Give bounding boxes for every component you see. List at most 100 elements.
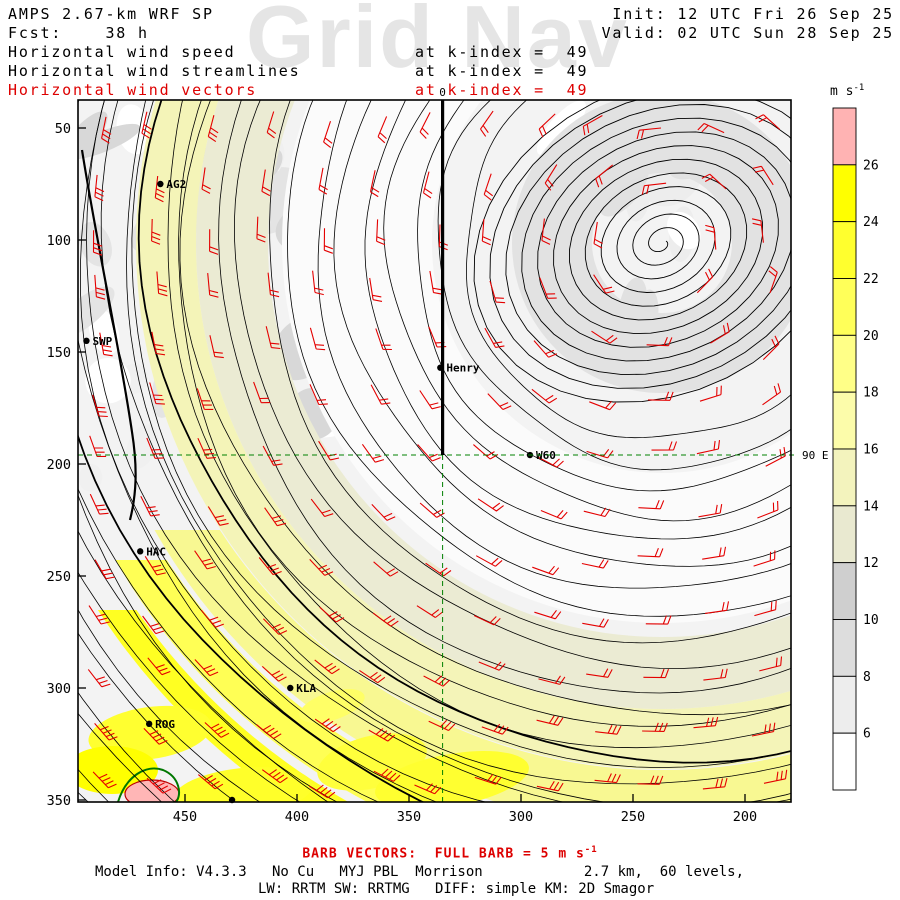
wind-barb bbox=[536, 781, 564, 792]
y-tick-label: 250 bbox=[47, 569, 71, 585]
wind-barb bbox=[144, 556, 166, 576]
wind-barb bbox=[536, 715, 564, 726]
meridian-top-label: 0 bbox=[439, 86, 446, 99]
x-tick-label: 450 bbox=[173, 809, 197, 825]
wind-barb bbox=[473, 615, 501, 626]
field-label-speed: Horizontal wind speed bbox=[8, 43, 236, 61]
wind-barb bbox=[261, 665, 287, 682]
wind-barb bbox=[593, 221, 603, 249]
wind-barb bbox=[480, 110, 494, 137]
wind-barb bbox=[209, 335, 224, 359]
station-label: Henry bbox=[446, 362, 479, 375]
station-dot bbox=[83, 337, 90, 344]
wind-barb bbox=[581, 559, 609, 569]
wind-barb bbox=[92, 771, 117, 789]
colorbar: 26 24 22 20 18 16 14 12 10 8 6 m s-1 bbox=[830, 83, 879, 791]
wind-barb bbox=[369, 277, 383, 302]
wind-barb bbox=[204, 722, 230, 738]
wind-barb bbox=[319, 606, 345, 623]
wind-barb bbox=[702, 777, 728, 790]
wind-barb bbox=[646, 336, 673, 347]
wind-barb bbox=[763, 769, 788, 784]
wind-barb bbox=[156, 271, 168, 297]
wind-barb bbox=[323, 228, 333, 254]
x-tick-label: 400 bbox=[285, 809, 309, 825]
wind-barb bbox=[419, 112, 431, 139]
x-tick-label: 200 bbox=[733, 809, 757, 825]
model-title: AMPS 2.67-km WRF SP bbox=[8, 5, 214, 23]
wind-barb bbox=[693, 716, 719, 729]
wind-barb bbox=[757, 500, 779, 519]
wind-barb bbox=[318, 167, 328, 195]
wind-barb bbox=[309, 559, 334, 576]
wind-barb bbox=[368, 728, 396, 742]
wind-barb bbox=[101, 116, 112, 144]
max-wind-blob bbox=[124, 779, 180, 802]
wind-barb bbox=[146, 777, 172, 794]
colorbar-title: m s-1 bbox=[830, 83, 864, 99]
colorbar-tick-label: 18 bbox=[863, 386, 879, 401]
wind-barb bbox=[194, 659, 219, 677]
colorbar-segment bbox=[832, 732, 857, 791]
wind-barb bbox=[768, 266, 778, 294]
wind-barb bbox=[583, 507, 611, 518]
wind-barb bbox=[541, 218, 551, 245]
wind-barb bbox=[256, 216, 266, 243]
field-label-vectors: Horizontal wind vectors bbox=[8, 81, 258, 99]
wind-barb bbox=[146, 437, 165, 459]
wind-barb bbox=[253, 381, 271, 404]
colorbar-segment bbox=[832, 107, 857, 166]
wind-barb bbox=[94, 559, 116, 580]
wind-barb bbox=[647, 391, 674, 401]
wind-barb bbox=[531, 388, 558, 404]
field-level-speed: at k-index = 49 bbox=[415, 43, 589, 61]
colorbar-tick-label: 14 bbox=[863, 499, 879, 514]
wind-barb bbox=[484, 327, 505, 348]
x-tick-label: 250 bbox=[621, 809, 645, 825]
wind-barb bbox=[310, 498, 334, 518]
station-dot bbox=[137, 548, 144, 555]
wind-barb bbox=[704, 601, 730, 614]
wind-barb bbox=[759, 656, 783, 672]
wind-barb bbox=[698, 504, 723, 518]
colorbar-segment bbox=[832, 448, 857, 507]
wind-barb bbox=[429, 270, 443, 295]
wind-barb bbox=[309, 384, 328, 406]
wind-barb bbox=[699, 385, 722, 402]
wind-barb bbox=[540, 509, 568, 520]
colorbar-segment bbox=[832, 562, 857, 620]
wind-barb bbox=[477, 498, 504, 512]
wind-barb bbox=[765, 447, 786, 467]
bold-streamline bbox=[80, 149, 137, 521]
model-info: Model Info: V4.3.3 No Cu MYJ PBL Morriso… bbox=[95, 864, 745, 880]
wind-barb bbox=[642, 722, 668, 732]
wind-barb bbox=[267, 272, 280, 298]
wind-barb bbox=[361, 443, 385, 463]
wind-barb bbox=[88, 605, 110, 625]
wind-barb bbox=[475, 555, 503, 567]
colorbar-segment bbox=[832, 505, 857, 564]
colorbar-segment bbox=[832, 391, 857, 450]
station-dot bbox=[157, 180, 164, 188]
wind-barb bbox=[99, 332, 113, 357]
colorbar-segment bbox=[832, 278, 857, 336]
wind-barb bbox=[207, 506, 229, 526]
colorbar-tick-label: 6 bbox=[863, 727, 871, 742]
wind-barb bbox=[201, 167, 211, 194]
wind-barb bbox=[200, 609, 224, 628]
wind-barb bbox=[696, 440, 721, 455]
wind-barb bbox=[373, 561, 399, 577]
wind-barb bbox=[256, 724, 282, 739]
wind-barb bbox=[697, 122, 725, 134]
colorbar-tick-label: 22 bbox=[863, 272, 879, 287]
wind-barb bbox=[369, 170, 380, 198]
station-label: SWP bbox=[92, 335, 112, 348]
wind-barb bbox=[92, 230, 103, 256]
field-level-streamlines: at k-index = 49 bbox=[415, 62, 589, 80]
field-label-streamlines: Horizontal wind streamlines bbox=[8, 62, 301, 80]
wind-barb bbox=[478, 661, 506, 671]
colorbar-tick-label: 16 bbox=[863, 443, 879, 458]
